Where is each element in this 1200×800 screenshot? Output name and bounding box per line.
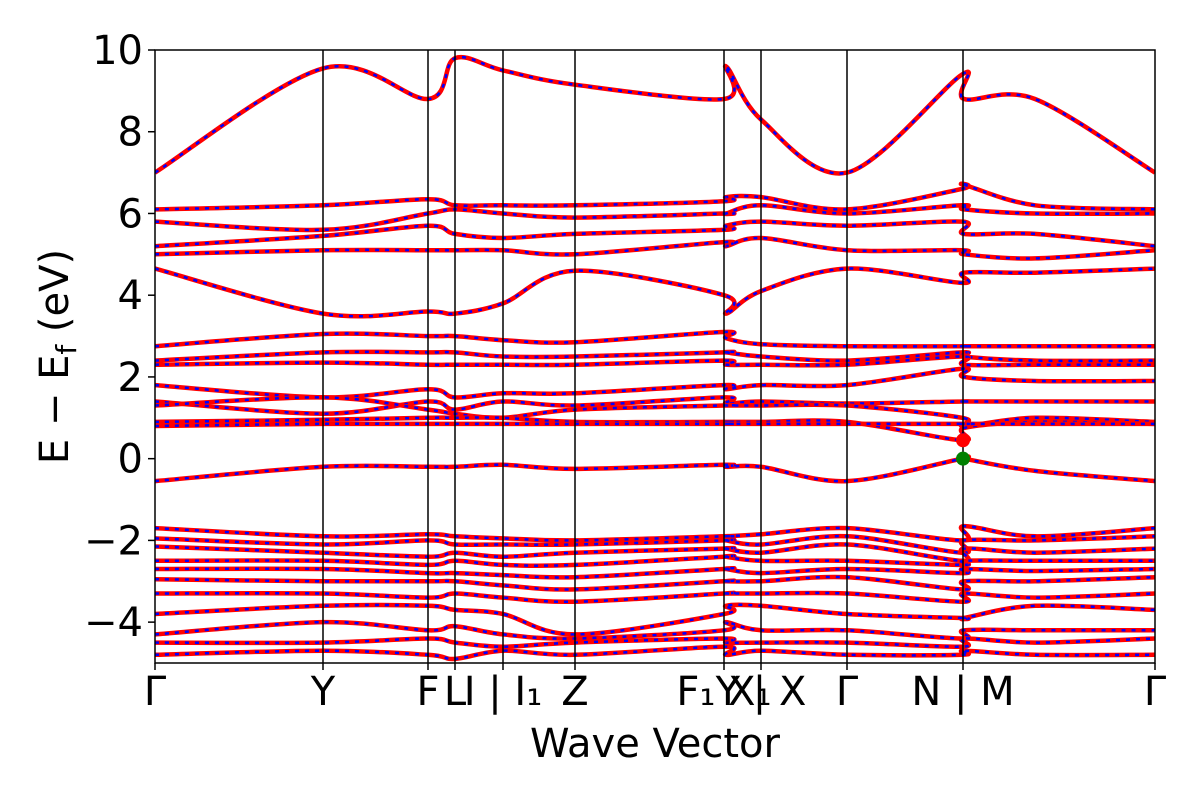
y-axis-title-main: E − E (32, 355, 78, 465)
y-tick-label: 4 (118, 273, 143, 319)
band-14 (155, 454, 1155, 484)
band-18 (155, 553, 1155, 568)
band-19 (155, 565, 1155, 580)
band-edge-markers (956, 433, 970, 466)
band-line-dashed (155, 203, 1155, 232)
band-17 (155, 542, 1155, 564)
band-line-dashed (155, 267, 1155, 318)
band-12 (155, 415, 1155, 443)
band-line-dashed (155, 182, 1155, 211)
band-line-dashed (155, 543, 1155, 563)
band-line (155, 644, 1155, 662)
x-tick-label: Γ (144, 669, 167, 715)
x-tick-label: Γ (1144, 669, 1167, 715)
band-line (155, 202, 1155, 233)
band-6 (155, 329, 1155, 349)
band-3 (155, 219, 1155, 249)
band-0 (155, 54, 1155, 176)
x-tick-label: F (416, 669, 439, 715)
band-edge-marker (956, 433, 970, 448)
band-1 (155, 181, 1155, 212)
band-9 (155, 366, 1155, 400)
x-tick-label: F₁ X₁ (676, 669, 771, 715)
band-line-dashed (155, 637, 1155, 649)
band-line-dashed (155, 591, 1155, 604)
band-25 (155, 644, 1155, 662)
y-tick-label: 2 (118, 355, 143, 401)
y-tick-label: 6 (118, 191, 143, 237)
y-tick-label: 0 (118, 437, 143, 483)
band-line-dashed (155, 575, 1155, 591)
y-axis-title-unit: (eV) (32, 249, 78, 345)
x-axis-ticks: Γ Y F LI | I₁ Z F₁ X₁Y | X Γ N | M Γ (144, 663, 1167, 715)
band-line-dashed (155, 534, 1155, 554)
y-tick-label: −4 (84, 600, 143, 646)
band-edge-marker (956, 451, 970, 466)
x-tick-label: Y | X (715, 669, 807, 715)
band-24 (155, 636, 1155, 650)
band-line (155, 574, 1155, 592)
y-axis-title-subscript: f (50, 344, 83, 355)
band-13 (155, 421, 1155, 429)
x-tick-label: L (444, 669, 467, 715)
band-21 (155, 590, 1155, 605)
x-tick-label: Z (561, 669, 588, 715)
y-axis-ticks: −4 −2 0 2 4 6 8 10 (84, 28, 155, 646)
high-symmetry-lines (322, 50, 964, 663)
band-2 (155, 202, 1155, 233)
band-lines (155, 54, 1155, 662)
band-line (155, 54, 1155, 176)
band-15 (155, 523, 1155, 543)
band-line-dashed (155, 367, 1155, 399)
x-tick-label: I | I₁ (464, 669, 543, 715)
plot-frame (154, 49, 1156, 664)
band-line (155, 523, 1155, 543)
band-line-dashed (155, 55, 1155, 175)
y-axis-title: E − Ef (eV) (32, 249, 83, 464)
x-tick-label: N | M (911, 669, 1014, 715)
band-7 (155, 349, 1155, 364)
x-tick-label: Y (310, 669, 336, 715)
y-tick-label: 8 (118, 110, 143, 156)
band-line-dashed (155, 355, 1155, 367)
y-tick-label: −2 (84, 518, 143, 564)
band-20 (155, 574, 1155, 592)
x-axis-title: Wave Vector (530, 721, 781, 767)
y-tick-label: 10 (92, 28, 143, 74)
x-tick-label: Γ (836, 669, 859, 715)
band-5 (155, 266, 1155, 319)
band-4 (155, 235, 1155, 261)
band-line (155, 366, 1155, 400)
band-line (155, 266, 1155, 319)
band-line-dashed (155, 236, 1155, 260)
